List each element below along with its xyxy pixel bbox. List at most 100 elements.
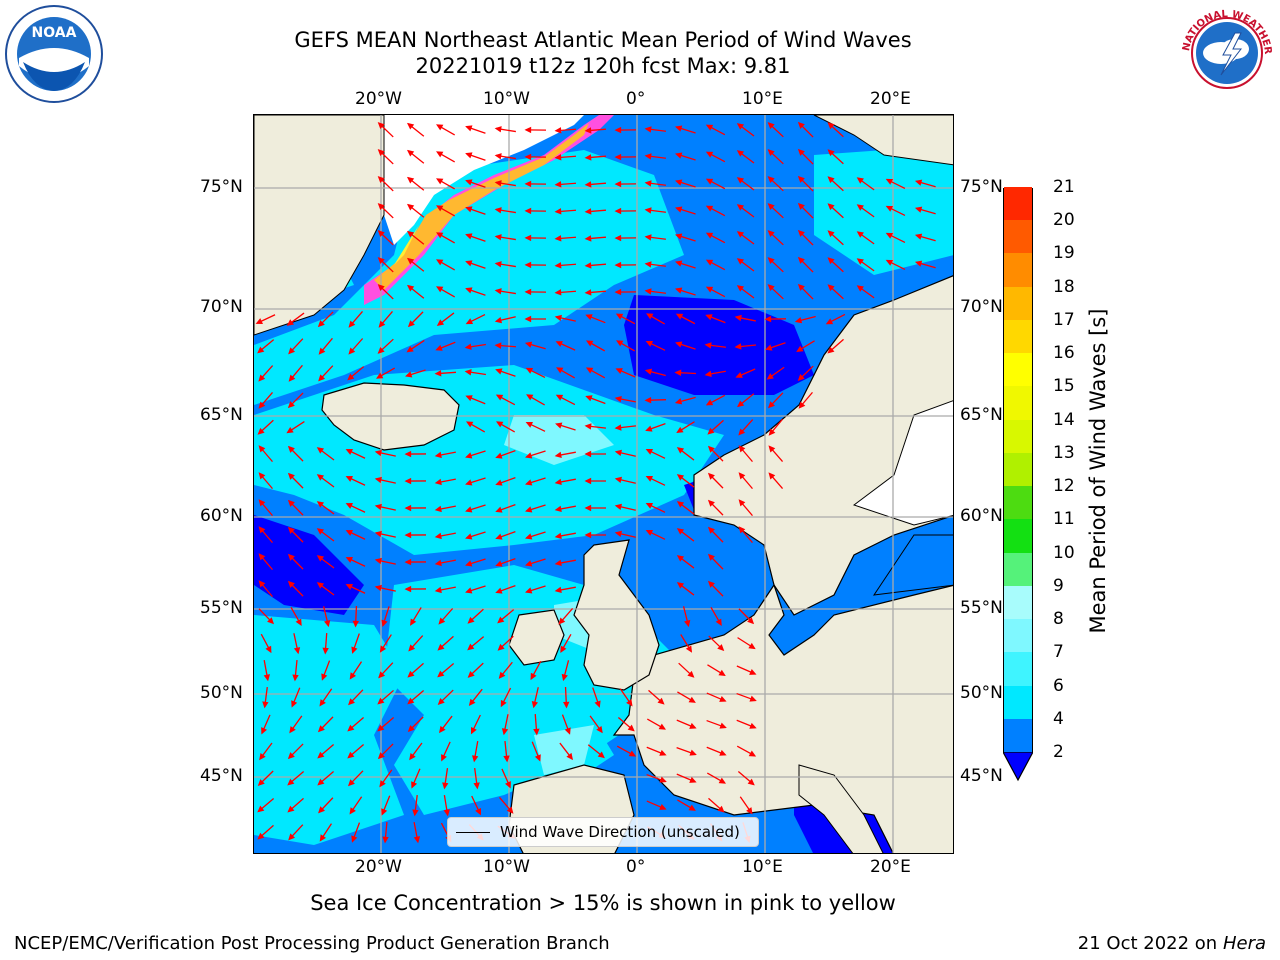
wave-direction-arrowhead <box>584 208 592 215</box>
colorbar-tick-label: 20 <box>1053 210 1075 231</box>
wave-direction-arrowhead <box>856 231 864 238</box>
wave-direction-arrowhead <box>406 230 415 238</box>
wave-direction-arrowhead <box>443 809 450 817</box>
colorbar-tick-label: 14 <box>1053 409 1075 430</box>
wave-direction-arrowhead <box>434 559 442 567</box>
wave-direction-arrowhead <box>494 126 502 133</box>
wave-direction-arrowhead <box>584 477 592 485</box>
wave-direction-arrowhead <box>322 647 329 655</box>
wave-direction-arrowhead <box>644 180 652 187</box>
wave-direction-arrowhead <box>827 230 835 238</box>
wave-direction-arrowhead <box>705 232 714 239</box>
colorbar-label: Mean Period of Wind Waves [s] <box>1086 308 1110 634</box>
lat-tick-right: 75°N <box>960 177 1003 197</box>
wave-direction-arrowhead <box>374 503 382 511</box>
italy-land <box>798 764 884 853</box>
wave-direction-arrowhead <box>856 285 864 292</box>
wave-direction-arrowhead <box>685 645 693 653</box>
wave-direction-arrowhead <box>437 670 445 678</box>
wave-direction-arrowhead <box>676 555 685 562</box>
wave-direction-arrowhead <box>412 809 419 817</box>
wave-direction-arrowhead <box>262 701 269 709</box>
colorbar-tick-label: 11 <box>1053 509 1075 530</box>
wave-direction-arrowhead <box>856 177 864 184</box>
wave-direction-arrowhead <box>404 585 412 593</box>
wave-direction-arrowhead <box>534 754 541 762</box>
wave-direction-arrowhead <box>675 206 683 213</box>
wave-direction-arrowhead <box>464 369 472 376</box>
wave-direction-arrowhead <box>413 836 421 844</box>
wave-direction-arrowhead <box>614 476 622 484</box>
colorbar-tick-label: 19 <box>1053 243 1075 264</box>
wave-direction-arrowhead <box>584 423 592 430</box>
wave-direction-arrowhead <box>436 178 444 185</box>
wave-direction-arrowhead <box>718 777 727 784</box>
wave-direction-arrowhead <box>614 288 622 296</box>
wave-direction-arrowhead <box>525 422 534 428</box>
wave-direction-arrowhead <box>659 749 667 756</box>
wave-direction-arrowhead <box>374 584 382 592</box>
wave-direction-arrowhead <box>377 203 385 210</box>
wave-direction-arrowhead <box>525 367 534 374</box>
wave-direction-arrowhead <box>470 726 477 735</box>
nws-logo: NATIONAL WEATHER SERVICE <box>1177 3 1275 101</box>
wave-direction-arrowhead <box>494 207 502 214</box>
wave-direction-arrowhead <box>614 503 622 511</box>
wave-direction-arrowhead <box>554 154 562 161</box>
wave-direction-arrowhead <box>404 558 412 566</box>
wave-direction-arrowhead <box>495 394 504 401</box>
wave-direction-arrowhead <box>465 287 473 294</box>
wave-direction-arrowhead <box>615 368 623 375</box>
wave-direction-arrowhead <box>705 205 714 212</box>
wave-direction-arrowhead <box>291 700 298 708</box>
wave-direction-arrowhead <box>316 474 325 481</box>
wave-direction-arrowhead <box>293 647 301 655</box>
wave-direction-arrowhead <box>827 149 835 157</box>
wave-direction-arrowhead <box>465 479 473 486</box>
wave-direction-arrowhead <box>494 288 502 295</box>
wave-direction-arrowhead <box>554 586 562 594</box>
wave-direction-arrowhead <box>464 343 472 350</box>
wave-direction-arrowhead <box>265 645 272 654</box>
wave-direction-arrowhead <box>566 752 574 761</box>
wave-direction-arrowhead <box>767 257 775 265</box>
greenland-land <box>254 115 385 336</box>
wave-direction-arrowhead <box>584 181 592 188</box>
wave-direction-arrowhead <box>560 645 567 653</box>
wave-direction-arrowhead <box>288 347 296 355</box>
wave-direction-arrowhead <box>317 778 325 786</box>
wave-direction-arrowhead <box>767 122 775 130</box>
lon-tick-bottom: 20°E <box>870 857 911 877</box>
wave-direction-arrowhead <box>627 724 635 732</box>
wave-direction-arrowhead <box>287 401 295 409</box>
wave-direction-arrowhead <box>347 751 355 759</box>
lat-tick-right: 50°N <box>960 683 1003 703</box>
wave-direction-arrowhead <box>317 751 325 759</box>
lat-tick-left: 50°N <box>200 683 243 703</box>
wave-direction-arrowhead <box>381 808 388 816</box>
wave-direction-arrowhead <box>707 553 715 561</box>
wave-direction-arrowhead <box>524 180 532 188</box>
wave-direction-arrowhead <box>287 553 295 561</box>
wave-direction-arrowhead <box>526 394 534 401</box>
wave-direction-arrowhead <box>914 260 923 267</box>
wave-direction-arrowhead <box>405 371 413 378</box>
wave-direction-arrowhead <box>378 320 386 328</box>
lon-tick-bottom: 10°E <box>742 857 783 877</box>
wave-direction-arrowhead <box>825 318 834 325</box>
lon-tick-top: 0° <box>626 89 646 109</box>
wave-direction-arrowhead <box>255 318 263 324</box>
wave-direction-arrowhead <box>675 179 683 186</box>
wave-direction-arrowhead <box>524 315 532 323</box>
wave-direction-arrowhead <box>352 620 359 628</box>
wave-direction-arrowhead <box>644 368 653 375</box>
wave-direction-arrowhead <box>584 531 592 539</box>
wave-direction-arrowhead <box>856 204 864 211</box>
wave-direction-arrowhead <box>734 314 742 322</box>
wave-direction-arrowhead <box>704 342 712 349</box>
wave-direction-arrowhead <box>554 262 562 269</box>
colorbar-tick-label: 17 <box>1053 309 1075 330</box>
colorbar-tick-label: 15 <box>1053 376 1075 397</box>
wave-direction-arrowhead <box>436 151 444 158</box>
wave-direction-arrowhead <box>645 476 654 482</box>
